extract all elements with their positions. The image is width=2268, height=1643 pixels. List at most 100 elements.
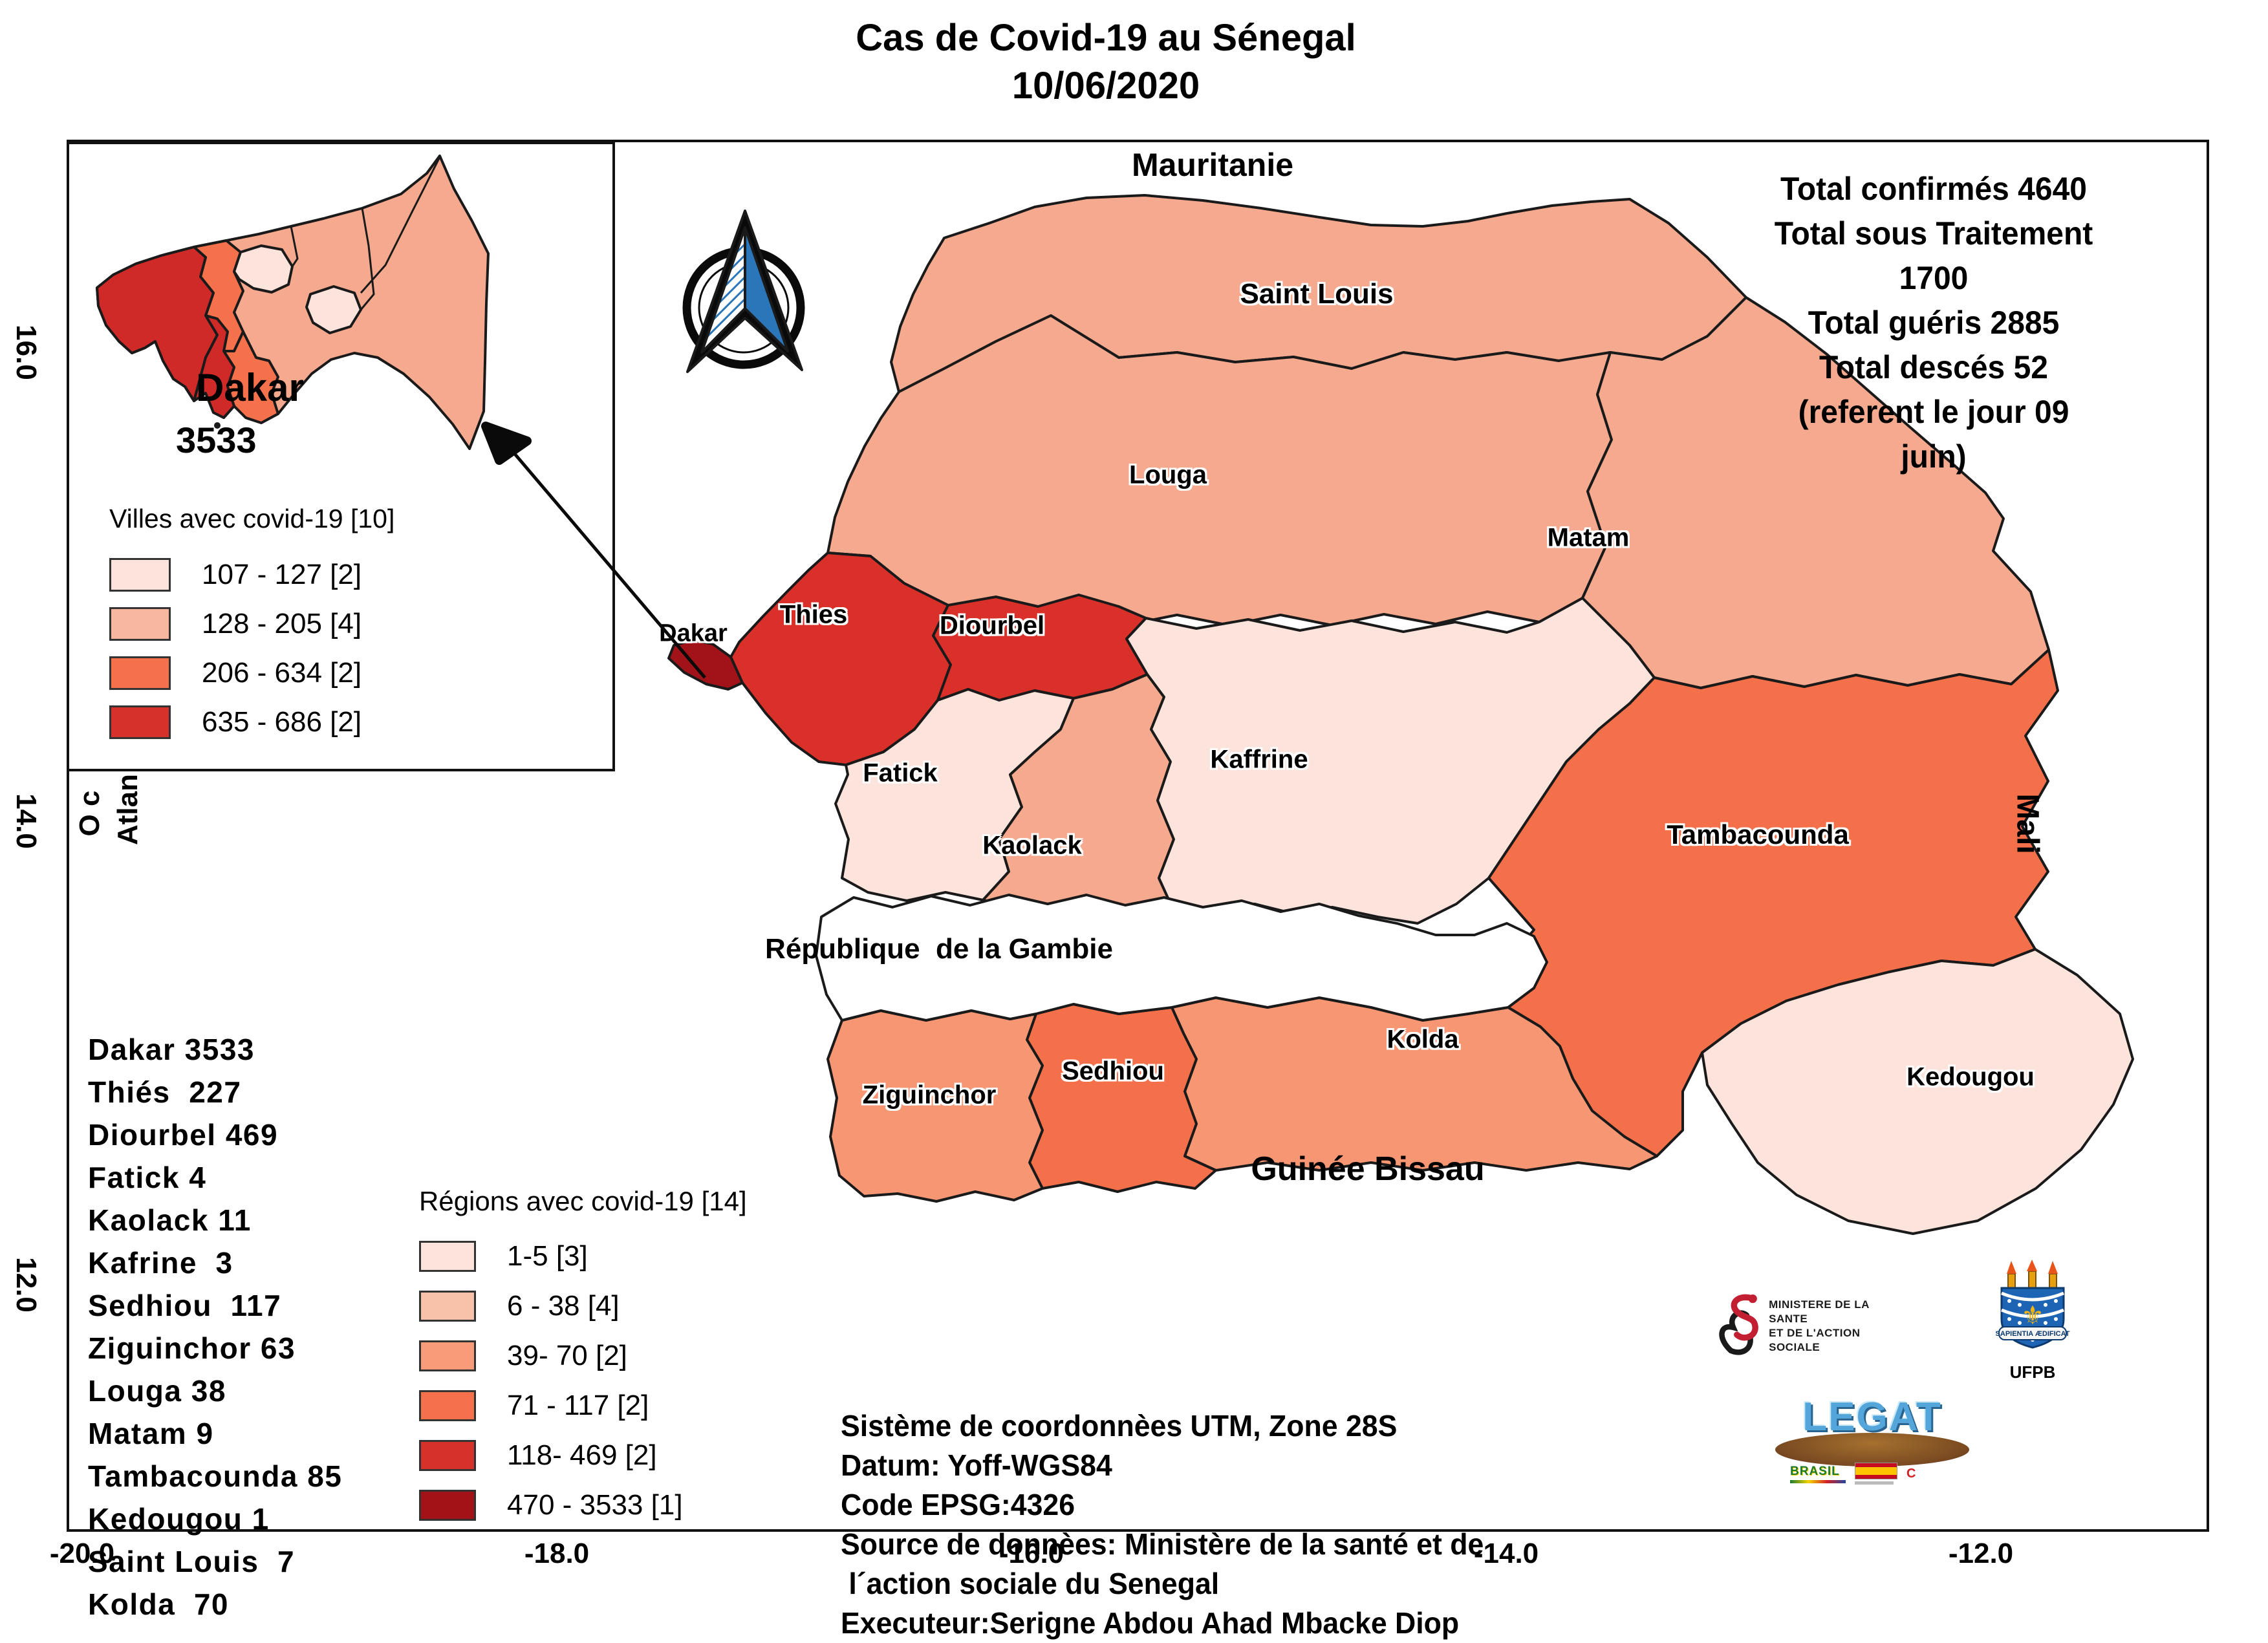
legend-swatch xyxy=(419,1439,476,1471)
ufpb-acronym: UFPB xyxy=(2009,1362,2056,1382)
legend-class-label: 128 - 205 [4] xyxy=(202,608,362,639)
x-axis-tick-label: -20.0 xyxy=(49,1538,115,1569)
totals-line: Total sous Traitement xyxy=(1774,215,2093,252)
inset-commune-light-b xyxy=(305,285,362,334)
region-label: Louga xyxy=(1129,460,1207,489)
region-label: Kaolack xyxy=(982,831,1082,860)
page-title-date: 10/06/2020 xyxy=(1011,65,1200,107)
source-line: Source de donnèes: Ministère de la santé… xyxy=(841,1527,1484,1561)
legend-swatch xyxy=(109,558,171,592)
legend-swatch xyxy=(419,1390,476,1421)
region-case-line: Fatick 4 xyxy=(88,1161,207,1194)
legend-class-label: 206 - 634 [2] xyxy=(202,657,362,689)
x-axis-tick-label: -16.0 xyxy=(999,1538,1064,1569)
region-label: Diourbel xyxy=(939,611,1045,640)
y-axis-tick-label: 14.0 xyxy=(10,793,42,849)
regions-legend-row: 470 - 3533 [1] xyxy=(419,1480,747,1530)
spain-logo-bar-icon xyxy=(1855,1481,1894,1485)
region-case-line: Sedhiou 117 xyxy=(88,1289,282,1322)
senegal-choropleth-map xyxy=(667,194,2134,1235)
totals-panel: Total confirmés 4640 Total sous Traitemen… xyxy=(1729,167,2139,479)
x-axis-tick-label: -18.0 xyxy=(524,1538,590,1569)
region-label: Sedhiou xyxy=(1062,1057,1164,1086)
legat-wordmark: LEGAT xyxy=(1802,1395,1942,1439)
country-label: Mali xyxy=(2010,793,2045,854)
country-label: Mauritanie xyxy=(1131,147,1294,183)
spain-gov-mini-logo xyxy=(1855,1463,1897,1485)
country-label: République de la Gambie xyxy=(765,933,1113,965)
regions-legend-rows: 1-5 [3] 6 - 38 [4] 39- 70 [2] 71 - 117 [… xyxy=(419,1231,747,1530)
x-axis-tick-label: -12.0 xyxy=(1948,1538,2014,1569)
legend-class-label: 6 - 38 [4] xyxy=(507,1289,620,1322)
fleur-de-lis-icon: ⚜ xyxy=(2021,1302,2044,1330)
totals-line: juin) xyxy=(1901,438,1967,475)
ministry-logo-line2: ET DE L'ACTION SOCIALE xyxy=(1769,1327,1861,1353)
inset-legend-title: Villes avec covid-19 [10] xyxy=(109,504,395,533)
inset-legend-row: 128 - 205 [4] xyxy=(109,599,362,649)
region-label: Kolda xyxy=(1387,1025,1459,1054)
ufpb-banner-text: SAPIENTIA ÆDIFICAT xyxy=(1996,1330,2070,1338)
region-label: Dakar xyxy=(659,619,728,647)
region-label: Thies xyxy=(779,600,848,629)
region-case-line: Matam 9 xyxy=(88,1417,214,1450)
inset-commune-dark-s xyxy=(193,314,235,419)
inset-legend-row: 635 - 686 [2] xyxy=(109,698,362,747)
source-line: Sistème de coordonnèes UTM, Zone 28S xyxy=(841,1409,1398,1443)
totals-line: 1700 xyxy=(1899,260,1969,296)
regions-legend: Régions avec covid-19 [14] 1-5 [3] 6 - 3… xyxy=(419,1186,747,1530)
legat-platter-icon xyxy=(1775,1433,1969,1466)
source-line: l´action sociale du Senegal xyxy=(841,1567,1220,1600)
source-info-block: Sistème de coordonnèes UTM, Zone 28S Datu… xyxy=(841,1288,1484,1643)
regions-legend-row: 118- 469 [2] xyxy=(419,1430,747,1480)
ufpb-crest-icon: ⚜ SAPIENTIA ÆDIFICAT xyxy=(1996,1260,2070,1349)
inset-commune-light-a xyxy=(233,244,294,294)
totals-line: Total descés 52 xyxy=(1819,349,2048,385)
ministry-snake-heart-icon xyxy=(1719,1294,1758,1355)
aecid-mark-icon: C xyxy=(1906,1466,1916,1481)
x-axis-tick-label: -14.0 xyxy=(1473,1538,1539,1569)
page-title: Cas de Covid-19 au Sénegal 10/06/2020 xyxy=(698,14,1513,110)
region-case-line: Thiés 227 xyxy=(88,1075,242,1109)
totals-line: (referent le jour 09 xyxy=(1798,394,2069,430)
page-title-line1: Cas de Covid-19 au Sénegal xyxy=(856,17,1356,59)
gambia-strip xyxy=(815,894,1548,1022)
legend-class-label: 118- 469 [2] xyxy=(507,1439,657,1471)
source-line: Code EPSG:4326 xyxy=(841,1488,1075,1521)
totals-line: Total guéris 2885 xyxy=(1808,305,2060,341)
legend-class-label: 635 - 686 [2] xyxy=(202,706,362,738)
legend-class-label: 1-5 [3] xyxy=(507,1240,588,1272)
covid-senegal-map-page: Cas de Covid-19 au Sénegal 10/06/2020 xyxy=(10,14,2209,1640)
region-case-line: Kafrine 3 xyxy=(88,1246,233,1280)
legend-class-label: 470 - 3533 [1] xyxy=(507,1488,683,1521)
region-label: Fatick xyxy=(863,758,938,788)
legend-class-label: 107 - 127 [2] xyxy=(202,559,362,590)
legend-swatch xyxy=(419,1340,476,1371)
dakar-inset-map xyxy=(96,155,490,450)
ministry-health-logo: MINISTERE DE LA SANTE ET DE L'ACTION SOC… xyxy=(1712,1290,1906,1362)
region-kedougou xyxy=(1701,948,2134,1235)
region-diourbel xyxy=(932,594,1149,702)
y-axis-tick-label: 16.0 xyxy=(10,325,42,380)
brasil-logo-bars-icon xyxy=(1790,1479,1846,1483)
regions-legend-row: 1-5 [3] xyxy=(419,1231,747,1281)
source-line: Datum: Yoff-WGS84 xyxy=(841,1448,1112,1482)
legend-swatch xyxy=(419,1489,476,1521)
inset-region-value: 3533 xyxy=(176,420,257,460)
legend-swatch xyxy=(109,656,171,690)
brasil-logo-text: BRASIL xyxy=(1790,1464,1840,1478)
inset-legend-row: 107 - 127 [2] xyxy=(109,550,362,599)
brasil-mini-logo: BRASIL xyxy=(1790,1465,1846,1483)
regions-legend-title: Régions avec covid-19 [14] xyxy=(419,1186,747,1216)
region-label: Kaffrine xyxy=(1210,745,1308,774)
region-case-line: Saint Louis 7 xyxy=(88,1545,296,1578)
region-case-line: Dakar 3533 xyxy=(88,1033,255,1066)
regions-legend-row: 71 - 117 [2] xyxy=(419,1380,747,1430)
inset-legend-row: 206 - 634 [2] xyxy=(109,649,362,698)
region-case-line: Kolda 70 xyxy=(88,1587,230,1621)
legend-class-label: 71 - 117 [2] xyxy=(507,1389,649,1421)
region-case-line: Tambacounda 85 xyxy=(88,1459,343,1493)
ufpb-logo: ⚜ SAPIENTIA ÆDIFICAT UFPB xyxy=(1991,1260,2075,1382)
legend-swatch xyxy=(419,1290,476,1322)
totals-line: Total confirmés 4640 xyxy=(1780,171,2087,207)
country-label: Guinée Bissau xyxy=(1251,1150,1485,1188)
